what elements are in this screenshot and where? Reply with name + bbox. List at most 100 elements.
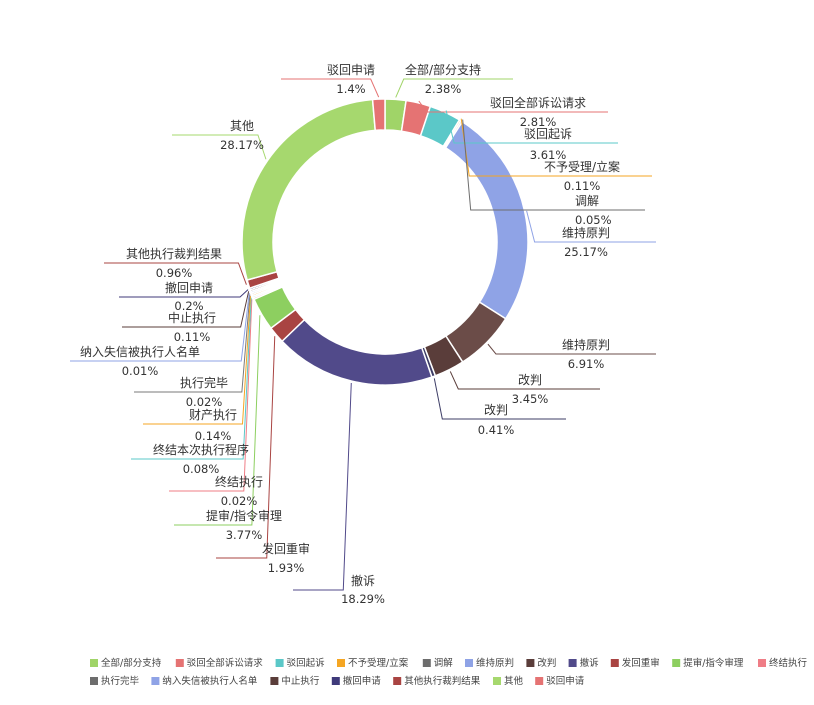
legend-item[interactable]: 调解 [422,657,454,669]
slice-label: 终结本次执行程序 [153,442,249,457]
legend-label: 发回重审 [622,657,660,669]
leader-line [487,343,656,355]
legend-swatch [610,659,619,667]
slice-percent: 0.11% [564,179,601,193]
leader-line [449,371,600,390]
leader-line [526,210,656,243]
leader-line [462,119,645,211]
legend-item[interactable]: 驳回全部诉讼请求 [175,657,264,669]
legend-swatch [151,677,160,685]
slice-percent: 0.41% [478,423,515,437]
slice-label: 终结执行 [215,474,263,489]
slice-percent: 3.45% [512,392,549,406]
legend-item[interactable]: 其他 [493,675,524,687]
legend-item[interactable]: 提审/指令审理 [672,657,744,669]
slice-label: 维持原判 [562,225,610,240]
slice-labels: 全部/部分支持 2.38% 驳回全部诉讼请求 2.81%驳回起诉 3.61%不予受理/立… [80,62,620,606]
legend-item[interactable]: 全部/部分支持 [90,657,162,669]
slice-label: 执行完毕 [180,375,228,390]
legend-item[interactable]: 其他执行裁判结果 [393,675,481,687]
leader-lines [70,78,656,591]
slice-percent: 0.11% [174,330,211,344]
legend-label: 纳入失信被执行人名单 [162,675,258,687]
legend-swatch [270,677,279,685]
slice-label: 纳入失信被执行人名单 [80,344,200,359]
leader-line [143,296,251,425]
legend-label: 终结执行 [769,657,808,669]
legend-item[interactable]: 驳回申请 [535,675,585,687]
slice-percent: 18.29% [341,592,385,606]
legend-item[interactable]: 终结执行 [758,657,808,669]
slice-percent: 0.01% [122,364,159,378]
leader-line [216,336,276,559]
leader-line [131,297,252,460]
slice-label: 其他执行裁判结果 [126,247,222,261]
legend-item[interactable]: 撤诉 [568,657,600,669]
legend-item[interactable]: 纳入失信被执行人名单 [151,675,258,687]
slice [241,98,377,281]
legend-label: 驳回申请 [546,675,585,687]
slice-label: 撤诉 [351,573,375,588]
leader-line [395,78,513,98]
slice-label: 调解 [575,194,599,208]
legend-label: 撤诉 [580,657,600,669]
leader-line [445,110,618,144]
slice-percent: 0.02% [221,494,258,508]
legend-swatch [337,659,345,667]
slice-label: 改判 [518,373,542,387]
legend-item[interactable]: 中止执行 [270,675,320,687]
legend-swatch [275,659,284,667]
slice-percent: 0.2% [174,299,203,313]
leader-line [169,299,253,492]
legend-label: 全部/部分支持 [101,657,162,669]
legend-item[interactable]: 撤回申请 [331,675,382,687]
legend-swatch [331,677,340,685]
slice-label: 驳回全部诉讼请求 [490,95,586,110]
donut-slices [241,98,529,386]
slice-label: 维持原判 [562,337,610,352]
leader-line [174,315,261,526]
legend-item[interactable]: 执行完毕 [90,675,140,687]
legend-swatch [493,677,501,685]
leader-line [104,262,247,285]
legend-swatch [672,659,681,667]
slice [280,318,433,386]
leader-line [122,291,250,328]
slice-percent: 2.81% [520,115,557,129]
slice-percent: 6.91% [568,357,605,371]
legend-swatch [526,659,535,667]
slice-percent: 0.02% [186,395,223,409]
legend-label: 其他执行裁判结果 [404,675,481,687]
legend-label: 撤回申请 [343,675,382,687]
slice-percent: 0.08% [183,462,220,476]
legend-swatch [90,677,98,685]
legend-label: 提审/指令审理 [683,657,744,669]
slice-percent: 1.93% [268,561,305,575]
slice-label: 发回重审 [262,541,310,556]
legend-swatch [422,659,431,667]
legend-item[interactable]: 维持原判 [465,657,514,669]
legend: 全部/部分支持 驳回全部诉讼请求 驳回起诉 不予受理/立案 调解 维持原判 改判 撤诉 发回重审… [90,657,808,687]
leader-line [433,378,566,420]
slice-percent: 1.4% [336,82,365,96]
legend-item[interactable]: 改判 [526,657,556,669]
leader-line [134,294,251,393]
slice-label: 改判 [484,403,508,417]
slice-label: 撤回申请 [165,280,213,295]
legend-item[interactable]: 发回重审 [610,657,660,669]
leader-line [281,78,380,98]
slice-label: 中止执行 [168,310,216,325]
legend-label: 中止执行 [281,675,320,687]
legend-label: 驳回全部诉讼请求 [187,657,264,669]
legend-swatch [535,677,544,685]
legend-swatch [175,659,184,667]
legend-label: 调解 [434,657,454,669]
slice-percent: 28.17% [220,138,264,152]
legend-label: 不予受理/立案 [348,657,409,669]
slice-percent: 3.61% [530,148,567,162]
slice-percent: 0.96% [156,266,193,280]
legend-item[interactable]: 驳回起诉 [275,657,326,669]
legend-label: 驳回起诉 [287,657,326,669]
legend-item[interactable]: 不予受理/立案 [337,657,409,669]
